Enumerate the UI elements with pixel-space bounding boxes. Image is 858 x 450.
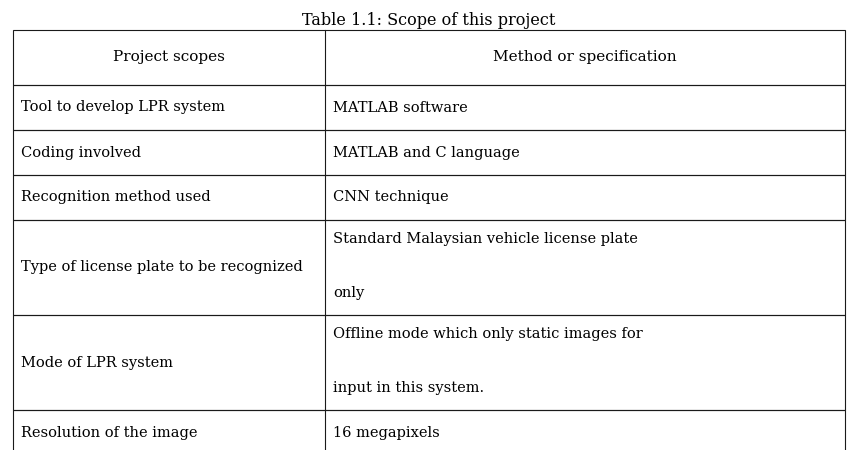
Bar [13,410,845,450]
Text: Table 1.1: Scope of this project: Table 1.1: Scope of this project [302,12,556,29]
Text: Method or specification: Method or specification [493,50,677,64]
Bar [13,30,845,85]
Text: Standard Malaysian vehicle license plate

only: Standard Malaysian vehicle license plate… [333,232,637,301]
Bar [13,315,845,410]
Text: 16 megapixels: 16 megapixels [333,426,440,440]
Text: MATLAB software: MATLAB software [333,100,468,114]
Bar [13,130,845,175]
Bar [13,175,845,220]
Text: MATLAB and C language: MATLAB and C language [333,145,520,159]
Text: Recognition method used: Recognition method used [21,190,210,204]
Bar [13,220,845,315]
Text: Resolution of the image: Resolution of the image [21,426,197,440]
Text: Tool to develop LPR system: Tool to develop LPR system [21,100,225,114]
Text: Project scopes: Project scopes [113,50,225,64]
Text: Coding involved: Coding involved [21,145,141,159]
Text: Offline mode which only static images for

input in this system.: Offline mode which only static images fo… [333,327,643,396]
Text: Mode of LPR system: Mode of LPR system [21,356,173,369]
Bar [13,85,845,130]
Text: CNN technique: CNN technique [333,190,449,204]
Text: Type of license plate to be recognized: Type of license plate to be recognized [21,261,303,274]
